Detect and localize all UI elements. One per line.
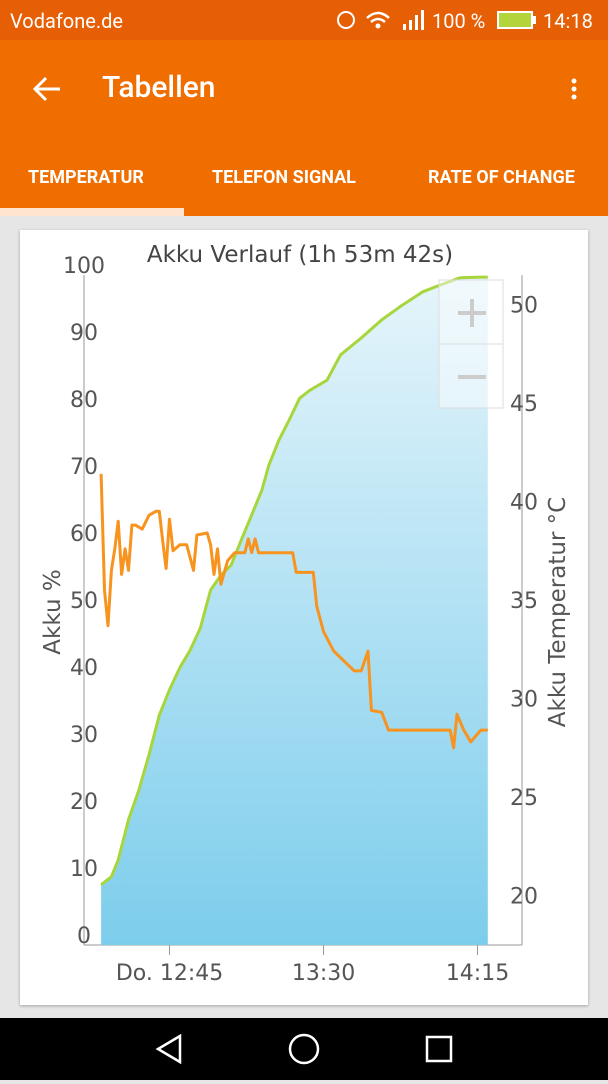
y-tick-label: 30: [70, 723, 98, 748]
y2-tick-label: 50: [510, 293, 538, 318]
line: [100, 275, 488, 886]
tab[interactable]: RATE OF CHANGE: [428, 167, 575, 188]
clock: 14:18: [543, 9, 593, 33]
x-tick-label: 13:30: [292, 961, 355, 986]
x-tick-label: Do. 12:45: [116, 961, 223, 986]
app-bar: Tabellen: [0, 40, 608, 140]
x-tick-label: 14:15: [446, 961, 509, 986]
battery-icon: [497, 11, 536, 29]
y2-tick-label: 20: [510, 885, 538, 910]
y2-tick-label: 45: [510, 392, 538, 417]
y2-tick-label: 40: [510, 490, 538, 515]
chart-title: Akku Verlauf (1h 53m 42s): [147, 242, 453, 268]
line: [99, 473, 488, 750]
y-tick-label: 90: [70, 321, 98, 346]
tab-bar: TEMPERATUR TELEFON SIGNAL RATE OF CHANGE: [0, 140, 608, 216]
y2-axis-label: Akku Temperatur °C: [545, 497, 571, 727]
nav-back[interactable]: [155, 1033, 182, 1065]
tab[interactable]: TELEFON SIGNAL: [212, 167, 356, 188]
back-button[interactable]: [32, 74, 64, 104]
y-tick-label: 60: [70, 522, 98, 547]
zoom-controls: [438, 279, 504, 409]
tab[interactable]: TEMPERATUR: [28, 167, 144, 188]
nav-icons: [155, 1033, 453, 1065]
y-tick-label: 20: [70, 790, 98, 815]
y-axis-label: Akku %: [40, 569, 66, 654]
app-title: Tabellen: [102, 70, 216, 105]
y-tick-label: 50: [70, 589, 98, 614]
zoom-in[interactable]: [458, 299, 486, 327]
area: [101, 277, 488, 946]
status-icons: [337, 10, 424, 30]
y-tick-label: 100: [63, 254, 105, 279]
y-tick-label: 80: [70, 388, 98, 413]
y-tick-label: 70: [70, 455, 98, 480]
menu-button[interactable]: [566, 76, 582, 102]
carrier: Vodafone.de: [10, 9, 124, 33]
y2-tick-label: 30: [510, 688, 538, 713]
y-tick-label: 10: [70, 857, 98, 882]
nav-recent[interactable]: [425, 1035, 453, 1063]
y-tick-label: 40: [70, 656, 98, 681]
y-tick-label: 0: [77, 924, 91, 949]
battery-level: 100 %: [432, 9, 486, 33]
status-bar: Vodafone.de 100 % 14:18: [0, 0, 608, 40]
nav-home[interactable]: [288, 1033, 320, 1065]
y2-tick-label: 35: [510, 589, 538, 614]
nav-bar: [0, 1018, 608, 1080]
y2-tick-label: 25: [510, 786, 538, 811]
tab-indicator: [0, 208, 184, 216]
